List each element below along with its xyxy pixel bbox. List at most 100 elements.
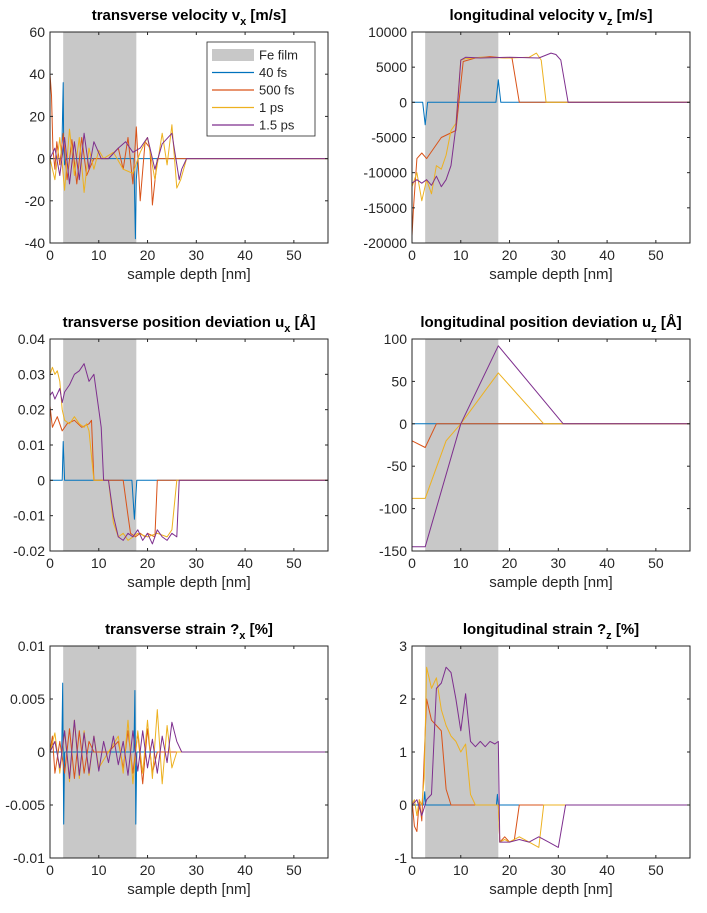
series-line-40-fs (412, 79, 690, 126)
legend-entry-label: 500 fs (259, 83, 295, 98)
title-unit: [Å] (657, 314, 682, 331)
series-line-1-5-ps (412, 666, 690, 848)
y-tick-label: -0.01 (13, 508, 45, 524)
x-tick-label: 0 (408, 862, 416, 878)
title-unit: [m/s] (613, 7, 653, 24)
y-tick-label: 0 (37, 151, 45, 167)
x-tick-label: 20 (140, 555, 156, 571)
y-tick-label: 0 (399, 416, 407, 432)
x-tick-label: 10 (91, 862, 107, 878)
y-tick-label: -100 (379, 501, 407, 517)
series-group (50, 682, 328, 825)
x-tick-label: 50 (648, 555, 664, 571)
x-tick-label: 10 (453, 862, 469, 878)
y-tick-label: 0 (37, 744, 45, 760)
title-subscript: x (240, 16, 247, 28)
y-tick-label: 0.01 (18, 437, 45, 453)
x-tick-label: 0 (46, 247, 54, 263)
y-tick-label: 0.04 (18, 331, 45, 347)
y-tick-label: 3 (399, 638, 407, 654)
title-main: longitudinal strain ? (463, 621, 606, 638)
y-tick-label: 0 (37, 472, 45, 488)
y-tick-label: -150 (379, 543, 407, 559)
fe-film-region (425, 339, 499, 551)
title-subscript: z (607, 16, 613, 28)
panel-strain-x: 0 10 20 30 40 50 -0.01 -0.005 0 0.005 0.01 sample d… (5, 621, 329, 898)
title-unit: [%] (612, 621, 640, 638)
y-tick-label: -0.01 (13, 850, 45, 866)
y-tick-label: -10000 (363, 165, 407, 181)
x-tick-label: 40 (237, 247, 253, 263)
x-tick-label: 30 (189, 247, 205, 263)
x-tick-label: 30 (551, 555, 567, 571)
x-tick-label: 30 (189, 555, 205, 571)
x-tick-label: 40 (237, 555, 253, 571)
y-tick-label: 2 (399, 691, 407, 707)
x-axis-label: sample depth [nm] (127, 881, 250, 898)
axes-box (411, 338, 691, 552)
y-tick-label: -40 (25, 235, 45, 251)
legend-entry-label: 40 fs (259, 65, 288, 80)
panel-title: longitudinal strain ?z [%] (463, 621, 639, 642)
x-axis-label: sample depth [nm] (489, 266, 612, 283)
x-tick-label: 50 (648, 862, 664, 878)
series-line-1-5-ps (412, 52, 690, 188)
x-axis-label: sample depth [nm] (489, 881, 612, 898)
legend-entry-label: 1 ps (259, 100, 284, 115)
panel-uz: 0 10 20 30 40 50 -150 -100 -50 0 50 100 sample depth… (379, 314, 691, 591)
x-tick-label: 0 (46, 862, 54, 878)
panel-title: longitudinal position deviation uz [Å] (420, 314, 681, 335)
x-tick-label: 40 (599, 247, 615, 263)
y-tick-label: 1 (399, 744, 407, 760)
x-axis-label: sample depth [nm] (127, 574, 250, 591)
axes-box (49, 31, 329, 244)
x-tick-label: 0 (46, 555, 54, 571)
x-tick-label: 20 (502, 862, 518, 878)
title-unit: [m/s] (246, 7, 286, 24)
x-tick-label: 0 (408, 555, 416, 571)
y-tick-label: -5000 (371, 130, 407, 146)
y-tick-label: 0 (399, 797, 407, 813)
y-tick-label: 100 (384, 331, 408, 347)
panel-title: transverse velocity vx [m/s] (92, 7, 287, 28)
series-line-500-fs (412, 423, 690, 448)
title-subscript: z (651, 323, 657, 335)
x-tick-label: 10 (453, 555, 469, 571)
x-tick-label: 0 (408, 247, 416, 263)
y-tick-label: 0 (399, 94, 407, 110)
y-tick-label: 40 (29, 66, 45, 82)
y-tick-label: 60 (29, 24, 45, 40)
title-subscript: x (284, 323, 291, 335)
x-tick-label: 10 (453, 247, 469, 263)
x-tick-label: 10 (91, 555, 107, 571)
legend-swatch-fe-film (212, 49, 254, 61)
y-tick-label: -20000 (363, 235, 407, 251)
x-tick-label: 50 (286, 247, 302, 263)
panel-title: transverse position deviation ux [Å] (63, 314, 316, 335)
y-tick-label: -15000 (363, 200, 407, 216)
title-main: longitudinal position deviation u (420, 314, 651, 331)
series-line-500-fs (50, 728, 328, 785)
title-main: transverse position deviation u (63, 314, 285, 331)
x-tick-label: 30 (189, 862, 205, 878)
title-main: transverse velocity v (92, 7, 241, 24)
x-tick-label: 50 (286, 555, 302, 571)
y-tick-label: -50 (387, 458, 407, 474)
y-tick-label: 50 (391, 373, 407, 389)
series-line-40-fs (50, 82, 328, 240)
series-group (50, 74, 328, 240)
series-group (412, 52, 690, 237)
series-line-1-5-ps (412, 345, 690, 548)
x-tick-label: 30 (551, 247, 567, 263)
legend-entry-label: 1.5 ps (259, 118, 295, 133)
fe-film-region (425, 32, 499, 243)
series-group (50, 363, 328, 545)
y-tick-label: 0.005 (10, 691, 45, 707)
series-group (412, 345, 690, 548)
title-main: longitudinal velocity v (449, 7, 607, 24)
x-tick-label: 20 (502, 247, 518, 263)
x-tick-label: 40 (599, 862, 615, 878)
x-tick-label: 40 (237, 862, 253, 878)
